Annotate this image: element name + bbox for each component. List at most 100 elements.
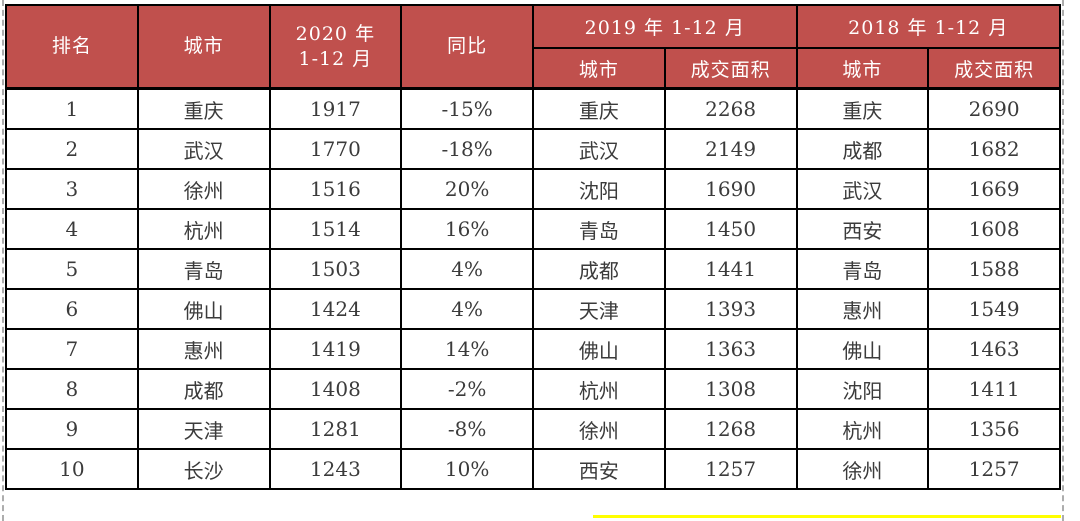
cell-city-2018: 青岛 xyxy=(795,248,930,290)
header-period-2018: 2018 年 1-12 月 xyxy=(795,4,1061,49)
cell-rank: 2 xyxy=(5,128,139,170)
cell-value-2018: 2690 xyxy=(927,87,1061,130)
cell-city-2018: 沈阳 xyxy=(795,368,930,410)
cell-value-2020: 1281 xyxy=(268,408,403,450)
cell-city-2018: 西安 xyxy=(795,208,930,250)
cell-city-2020: 长沙 xyxy=(136,448,271,490)
cell-value-2020: 1419 xyxy=(268,328,403,370)
header-period-2020-months: 1-12 月 xyxy=(298,47,373,70)
header-yoy: 同比 xyxy=(400,4,534,90)
table-row: 9 天津 1281 -8% 徐州 1268 杭州 1356 xyxy=(5,408,1061,450)
cell-city-2019: 青岛 xyxy=(532,208,666,250)
cell-value-2018: 1549 xyxy=(927,288,1061,330)
city-transaction-area-table: 排名 城市 2020 年 1-12 月 同比 2019 年 1-12 月 201… xyxy=(5,4,1061,490)
cell-city-2020: 惠州 xyxy=(136,328,271,370)
cell-value-2019: 2149 xyxy=(663,128,798,170)
cell-value-2018: 1411 xyxy=(927,368,1061,410)
cell-value-2019: 1690 xyxy=(663,168,798,210)
cell-yoy: 20% xyxy=(400,168,534,210)
header-period-2020: 2020 年 1-12 月 xyxy=(268,4,403,90)
cell-city-2020: 佛山 xyxy=(136,288,271,330)
header-rank: 排名 xyxy=(5,4,139,90)
cell-yoy: -8% xyxy=(400,408,534,450)
cell-city-2020: 杭州 xyxy=(136,208,271,250)
cell-value-2018: 1463 xyxy=(927,328,1061,370)
cell-value-2020: 1424 xyxy=(268,288,403,330)
cell-city-2018: 武汉 xyxy=(795,168,930,210)
cell-city-2018: 佛山 xyxy=(795,328,930,370)
cell-value-2019: 1441 xyxy=(663,248,798,290)
cell-city-2019: 沈阳 xyxy=(532,168,666,210)
cell-value-2019: 1363 xyxy=(663,328,798,370)
cell-city-2019: 徐州 xyxy=(532,408,666,450)
cell-rank: 9 xyxy=(5,408,139,450)
cell-rank: 5 xyxy=(5,248,139,290)
cell-value-2019: 1268 xyxy=(663,408,798,450)
cell-value-2020: 1408 xyxy=(268,368,403,410)
header-city-2019: 城市 xyxy=(532,47,666,90)
cell-city-2020: 徐州 xyxy=(136,168,271,210)
cell-city-2020: 青岛 xyxy=(136,248,271,290)
cell-yoy: -2% xyxy=(400,368,534,410)
cell-yoy: 4% xyxy=(400,248,534,290)
cell-value-2019: 1257 xyxy=(663,448,798,490)
cell-city-2020: 武汉 xyxy=(136,128,271,170)
table-row: 6 佛山 1424 4% 天津 1393 惠州 1549 xyxy=(5,288,1061,330)
cell-value-2020: 1503 xyxy=(268,248,403,290)
cell-value-2018: 1588 xyxy=(927,248,1061,290)
cell-city-2018: 徐州 xyxy=(795,448,930,490)
cell-city-2019: 西安 xyxy=(532,448,666,490)
cell-yoy: -18% xyxy=(400,128,534,170)
cell-value-2018: 1257 xyxy=(927,448,1061,490)
cell-rank: 4 xyxy=(5,208,139,250)
header-city-2018: 城市 xyxy=(795,47,930,90)
table-body: 1 重庆 1917 -15% 重庆 2268 重庆 2690 2 武汉 1770… xyxy=(5,87,1061,490)
header-period-2020-year: 2020 年 xyxy=(295,22,376,45)
cell-value-2020: 1514 xyxy=(268,208,403,250)
cell-rank: 3 xyxy=(5,168,139,210)
cell-value-2018: 1669 xyxy=(927,168,1061,210)
cell-value-2020: 1243 xyxy=(268,448,403,490)
table-row: 2 武汉 1770 -18% 武汉 2149 成都 1682 xyxy=(5,128,1061,170)
table-row: 3 徐州 1516 20% 沈阳 1690 武汉 1669 xyxy=(5,168,1061,210)
cell-yoy: 4% xyxy=(400,288,534,330)
cell-yoy: 10% xyxy=(400,448,534,490)
table-row: 7 惠州 1419 14% 佛山 1363 佛山 1463 xyxy=(5,328,1061,370)
cell-rank: 7 xyxy=(5,328,139,370)
cell-value-2019: 1308 xyxy=(663,368,798,410)
cell-yoy: 14% xyxy=(400,328,534,370)
cell-value-2018: 1682 xyxy=(927,128,1061,170)
cell-rank: 1 xyxy=(5,87,139,130)
cell-yoy: -15% xyxy=(400,87,534,130)
cell-city-2018: 惠州 xyxy=(795,288,930,330)
cell-city-2019: 佛山 xyxy=(532,328,666,370)
cell-value-2019: 2268 xyxy=(663,87,798,130)
page-break-line-left xyxy=(2,0,4,521)
table-row: 1 重庆 1917 -15% 重庆 2268 重庆 2690 xyxy=(5,87,1061,130)
cell-yoy: 16% xyxy=(400,208,534,250)
header-area-2018: 成交面积 xyxy=(927,47,1061,90)
cell-rank: 6 xyxy=(5,288,139,330)
cell-city-2019: 重庆 xyxy=(532,87,666,130)
cell-value-2020: 1770 xyxy=(268,128,403,170)
header-period-2019: 2019 年 1-12 月 xyxy=(532,4,798,49)
cell-value-2018: 1356 xyxy=(927,408,1061,450)
table-row: 5 青岛 1503 4% 成都 1441 青岛 1588 xyxy=(5,248,1061,290)
cell-city-2019: 武汉 xyxy=(532,128,666,170)
cell-value-2019: 1393 xyxy=(663,288,798,330)
cell-city-2020: 天津 xyxy=(136,408,271,450)
cell-rank: 10 xyxy=(5,448,139,490)
cell-city-2019: 成都 xyxy=(532,248,666,290)
header-area-2019: 成交面积 xyxy=(663,47,798,90)
cell-value-2019: 1450 xyxy=(663,208,798,250)
cell-value-2018: 1608 xyxy=(927,208,1061,250)
cell-city-2018: 成都 xyxy=(795,128,930,170)
table-row: 4 杭州 1514 16% 青岛 1450 西安 1608 xyxy=(5,208,1061,250)
table-row: 8 成都 1408 -2% 杭州 1308 沈阳 1411 xyxy=(5,368,1061,410)
table-row: 10 长沙 1243 10% 西安 1257 徐州 1257 xyxy=(5,448,1061,490)
header-city-2020: 城市 xyxy=(136,4,271,90)
cell-city-2020: 重庆 xyxy=(136,87,271,130)
cell-city-2019: 杭州 xyxy=(532,368,666,410)
cell-value-2020: 1917 xyxy=(268,87,403,130)
cell-city-2018: 杭州 xyxy=(795,408,930,450)
